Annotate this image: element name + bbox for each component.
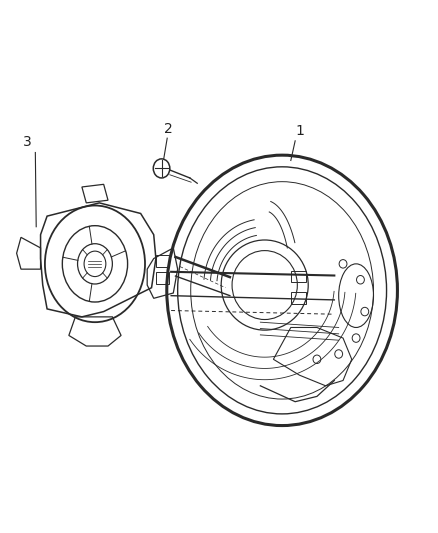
Ellipse shape bbox=[153, 159, 170, 178]
Bar bbox=[291, 292, 306, 304]
Text: 2: 2 bbox=[164, 122, 173, 135]
Bar bbox=[156, 255, 169, 266]
Bar bbox=[156, 272, 169, 284]
Text: 3: 3 bbox=[23, 135, 32, 149]
Bar bbox=[291, 271, 306, 282]
Text: 1: 1 bbox=[295, 124, 304, 138]
